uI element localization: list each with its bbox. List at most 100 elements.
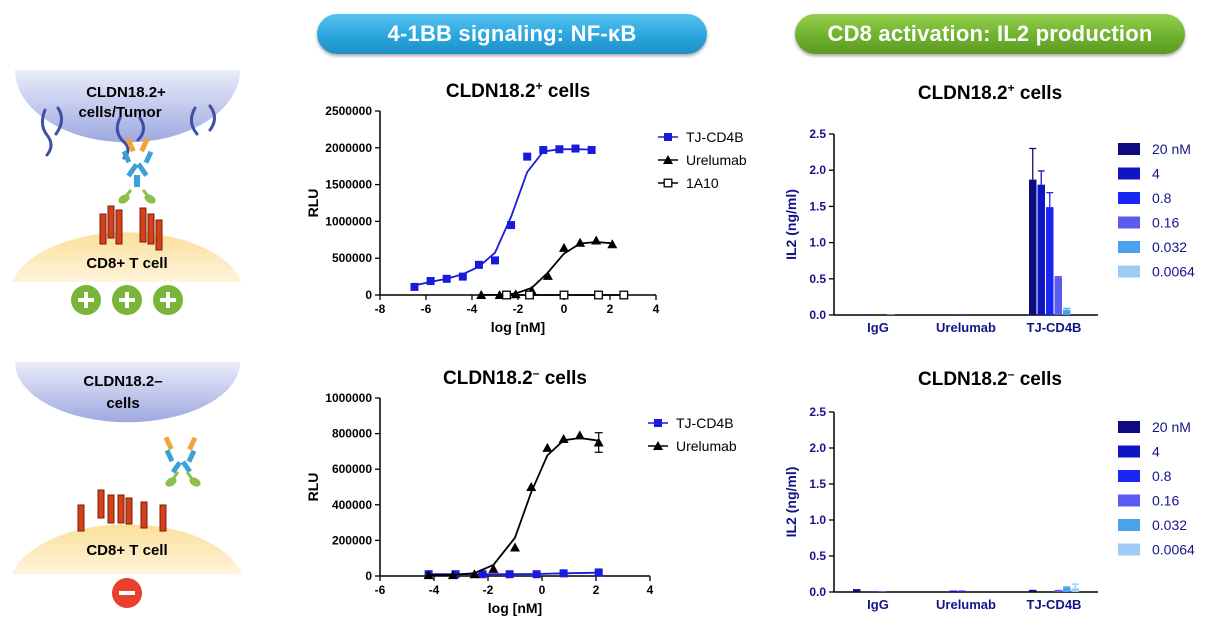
legend-swatch bbox=[1118, 445, 1140, 458]
bar bbox=[1054, 277, 1062, 315]
tumor-cell-top bbox=[15, 70, 240, 143]
bar bbox=[949, 590, 957, 592]
data-point bbox=[458, 272, 467, 281]
category-label: Urelumab bbox=[936, 320, 996, 335]
legend-swatch bbox=[1118, 143, 1140, 155]
data-point bbox=[423, 570, 434, 580]
legend-label: TJ-CD4B bbox=[676, 415, 734, 431]
x-tick-label: -2 bbox=[483, 583, 494, 597]
category-label: TJ-CD4B bbox=[1027, 597, 1082, 612]
y-tick-label: 0.5 bbox=[809, 549, 826, 563]
fit-curve-urelumab bbox=[428, 437, 599, 576]
t-cell-label-bottom: CD8+ T cell bbox=[86, 542, 167, 559]
bar bbox=[870, 591, 878, 592]
legend-swatch bbox=[1118, 494, 1140, 507]
legend-swatch bbox=[1118, 167, 1140, 180]
legend-label: 4 bbox=[1152, 444, 1160, 460]
chart-title: CLDN18.2– cells bbox=[443, 366, 587, 389]
data-point bbox=[542, 442, 553, 452]
legend-label: 0.8 bbox=[1152, 468, 1172, 484]
y-tick-label: 1500000 bbox=[325, 178, 372, 192]
x-tick-label: 0 bbox=[539, 583, 546, 597]
legend-marker bbox=[663, 178, 673, 188]
bar bbox=[853, 589, 861, 592]
bar bbox=[878, 591, 886, 592]
tumor-label-top-line2: cells/Tumor bbox=[78, 104, 161, 121]
y-tick-label: 2500000 bbox=[325, 104, 372, 118]
legend-marker bbox=[653, 441, 663, 450]
tumor-label-top-line1: CLDN18.2+ bbox=[86, 84, 166, 101]
y-axis-label: IL2 (ng/ml) bbox=[783, 467, 799, 538]
legend-swatch bbox=[1118, 470, 1140, 482]
legend-label: 1A10 bbox=[686, 175, 719, 191]
category-label: IgG bbox=[867, 320, 889, 335]
data-point bbox=[442, 274, 451, 283]
legend-label: Urelumab bbox=[676, 438, 737, 454]
category-label: TJ-CD4B bbox=[1027, 320, 1082, 335]
data-point bbox=[523, 152, 532, 161]
legend-marker bbox=[663, 155, 673, 164]
data-point bbox=[410, 282, 419, 291]
data-point bbox=[593, 437, 604, 447]
4-1bb-receptors-bottom bbox=[77, 489, 167, 532]
legend-label: 0.032 bbox=[1152, 517, 1187, 533]
y-tick-label: 0.5 bbox=[809, 272, 826, 286]
nfkb-chart-cldn-positive: CLDN18.2+ cells 0 500000 1000000 1500000 2000… bbox=[305, 79, 747, 335]
bar bbox=[861, 314, 869, 315]
y-tick-label: 500000 bbox=[332, 251, 372, 265]
legend-swatch bbox=[1118, 265, 1140, 278]
bar bbox=[1046, 207, 1054, 315]
data-point bbox=[591, 235, 602, 245]
legend-marker bbox=[664, 133, 672, 141]
bar bbox=[1029, 179, 1037, 315]
il2-header-pill: CD8 activation: IL2 production bbox=[795, 14, 1185, 54]
x-tick-label: 0 bbox=[561, 302, 568, 316]
y-tick-label: 1.5 bbox=[809, 477, 826, 491]
nfkb-chart-cldn-negative: CLDN18.2– cells 0 200000 400000 600000 800000… bbox=[305, 366, 737, 616]
y-tick-label: 800000 bbox=[332, 427, 372, 441]
y-tick-label: 1000000 bbox=[325, 391, 372, 405]
data-point bbox=[555, 145, 564, 154]
nfkb-header-pill: 4-1BB signaling: NF-κB bbox=[317, 14, 707, 54]
y-tick-label: 2000000 bbox=[325, 141, 372, 155]
x-axis-label: log [nM] bbox=[488, 600, 542, 616]
data-point bbox=[559, 290, 569, 300]
legend-swatch bbox=[1118, 216, 1140, 229]
data-point bbox=[491, 256, 499, 265]
bispecific-antibody-bottom bbox=[163, 436, 201, 487]
data-point bbox=[587, 146, 596, 155]
bar bbox=[958, 590, 966, 592]
tumor-label-bottom-line1: CLDN18.2– bbox=[83, 373, 162, 390]
legend-label: 0.0064 bbox=[1152, 264, 1195, 280]
x-tick-label: -6 bbox=[421, 302, 432, 316]
x-tick-label: 2 bbox=[607, 302, 614, 316]
data-point bbox=[510, 542, 520, 552]
data-point bbox=[559, 242, 569, 252]
legend-swatch bbox=[1118, 519, 1140, 531]
y-tick-label: 1000000 bbox=[325, 214, 372, 228]
bar bbox=[1063, 587, 1071, 592]
legend-label: 0.032 bbox=[1152, 239, 1187, 255]
x-tick-label: -6 bbox=[375, 583, 386, 597]
activation-plus-signs bbox=[71, 285, 183, 315]
chart-title: CLDN18.2– cells bbox=[918, 367, 1062, 390]
y-tick-label: 400000 bbox=[332, 498, 372, 512]
data-point bbox=[571, 144, 580, 153]
data-point bbox=[542, 270, 553, 280]
legend-marker bbox=[654, 419, 662, 427]
bar bbox=[1071, 588, 1079, 592]
data-point bbox=[526, 482, 537, 491]
chart-title: CLDN18.2+ cells bbox=[918, 81, 1062, 104]
bar bbox=[1063, 309, 1071, 315]
il2-chart-cldn-negative: CLDN18.2– cells 0.0 0.5 1.0 1.5 2.0 2.5 IL2 (ng… bbox=[783, 367, 1195, 612]
tumor-cell-bottom bbox=[15, 362, 240, 423]
data-point bbox=[510, 289, 521, 299]
data-point bbox=[558, 433, 569, 443]
data-point bbox=[505, 570, 514, 579]
x-tick-label: 4 bbox=[647, 583, 654, 597]
bar bbox=[887, 314, 895, 315]
legend-label: 0.16 bbox=[1152, 493, 1179, 509]
4-1bb-receptors-top bbox=[99, 205, 163, 251]
bar bbox=[1054, 589, 1062, 592]
x-tick-label: -2 bbox=[513, 302, 524, 316]
